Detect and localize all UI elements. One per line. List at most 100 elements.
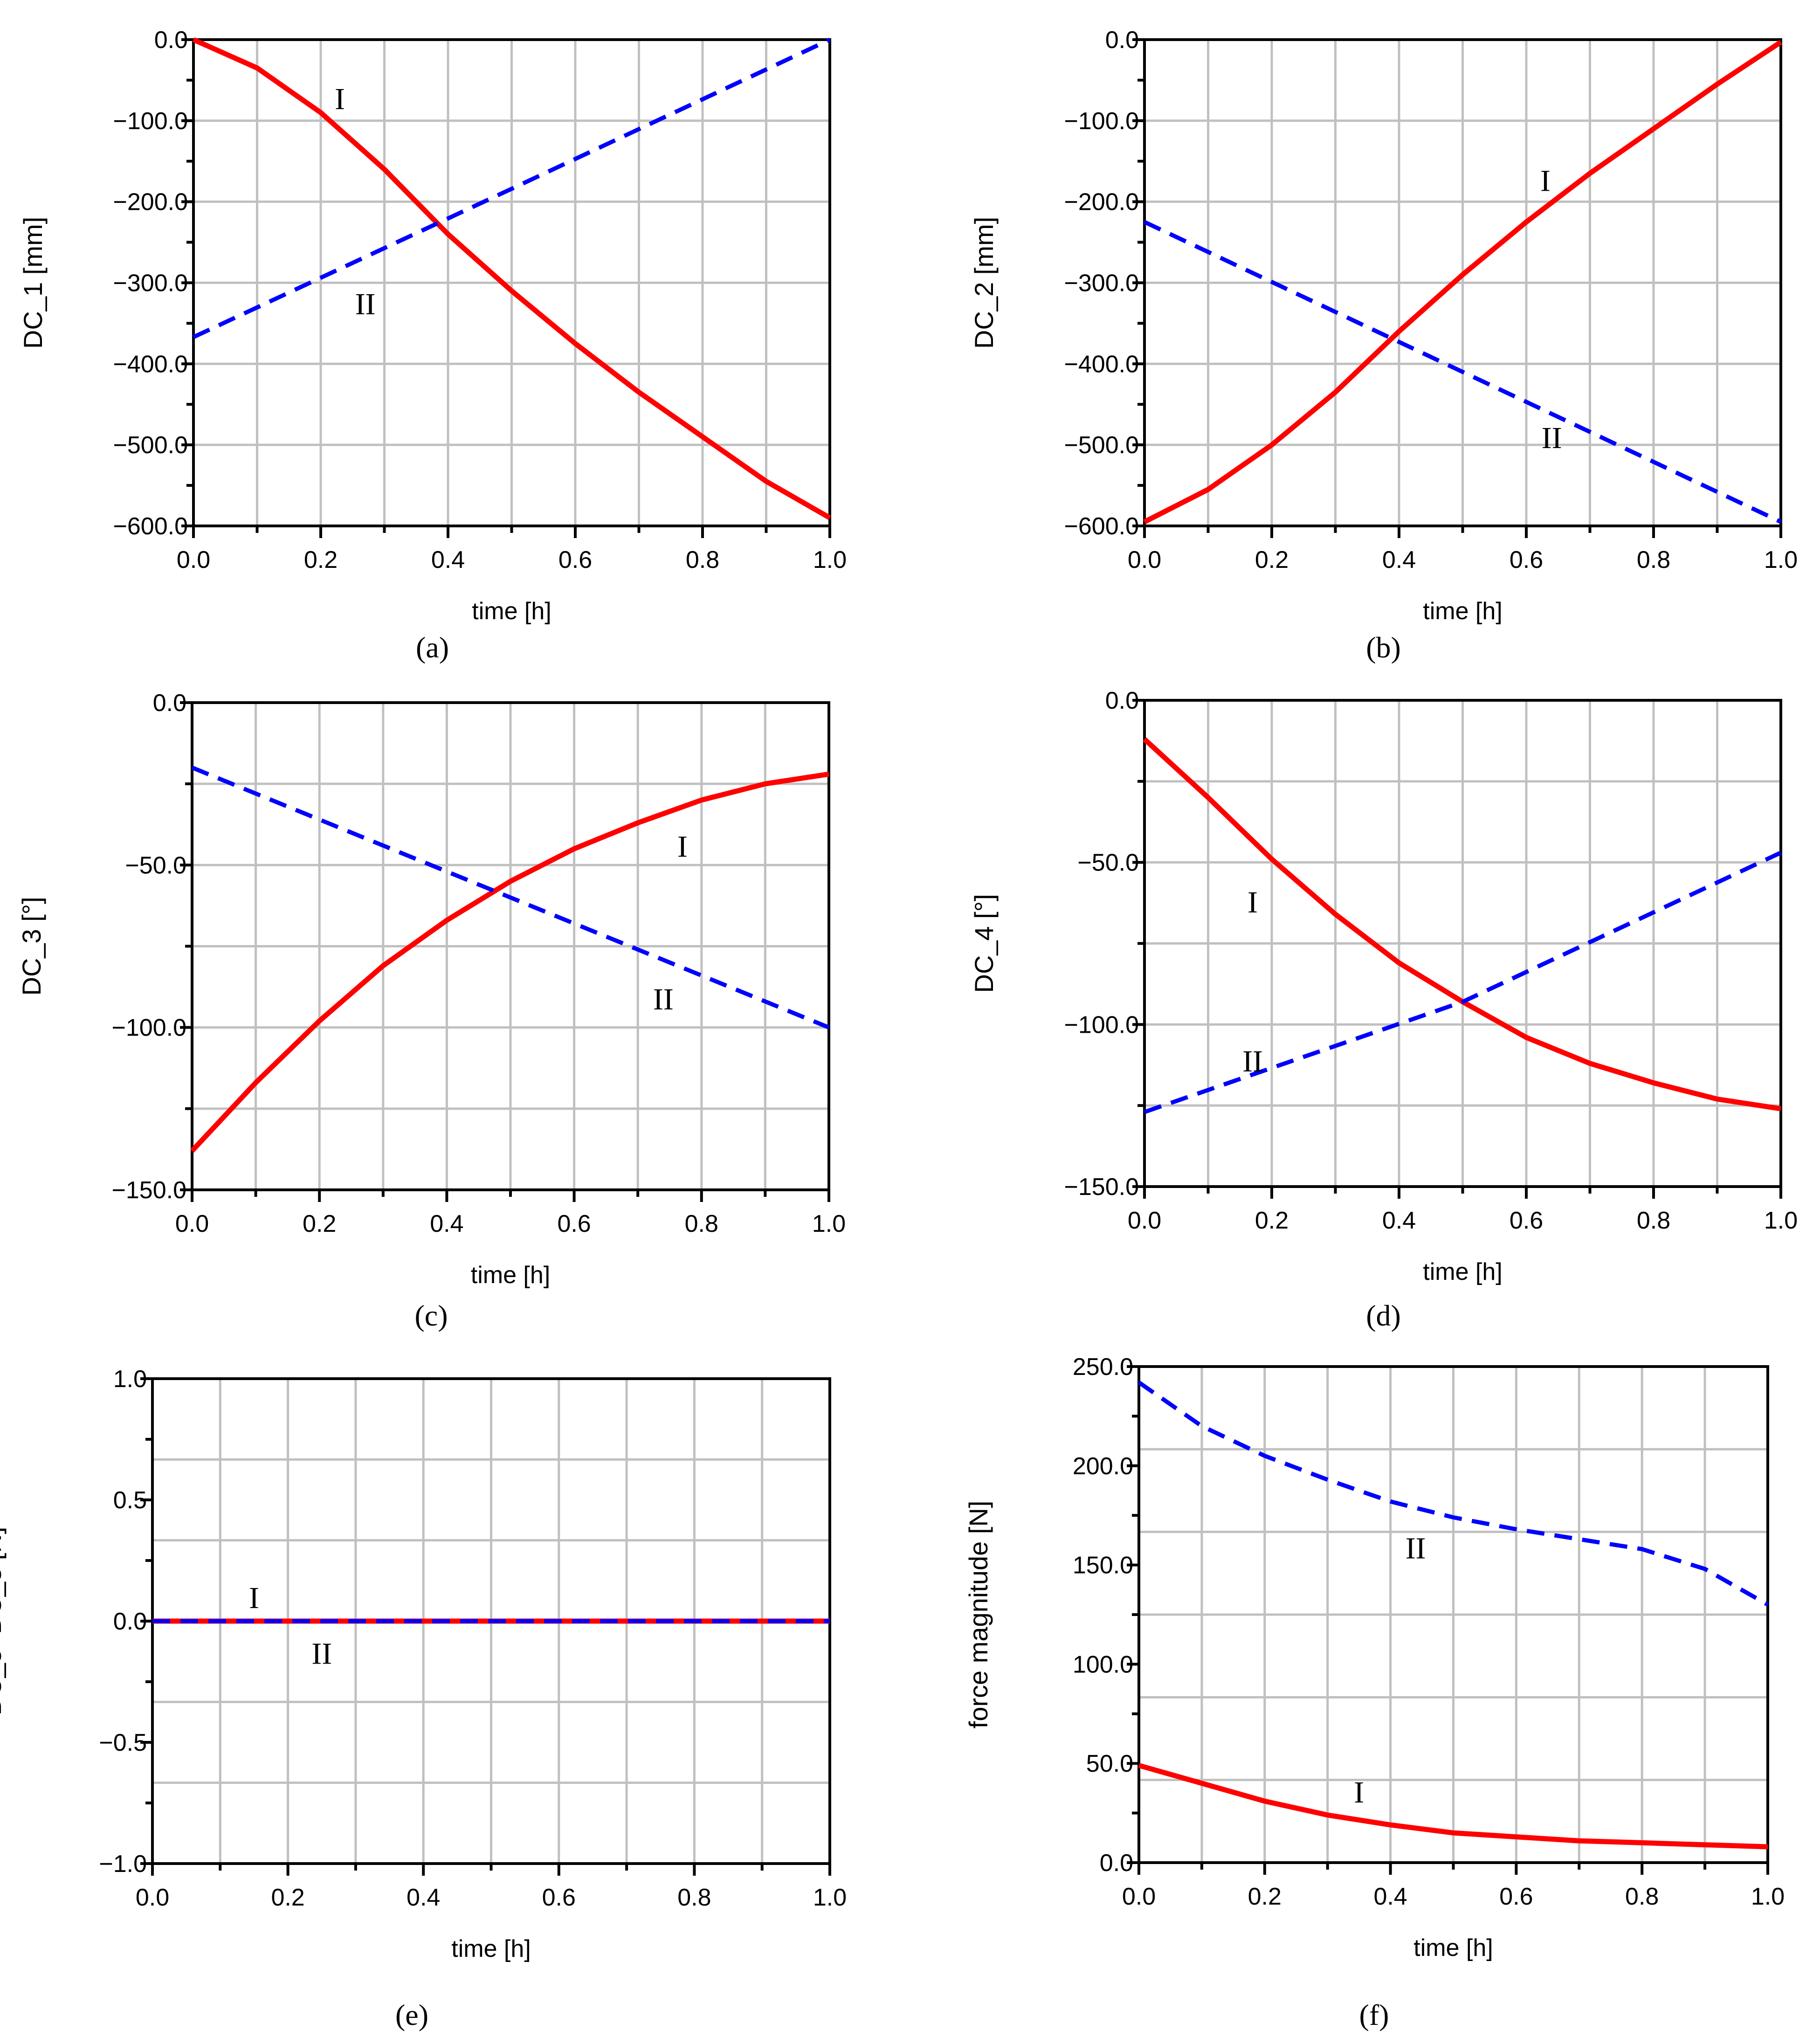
y-tick-label: 0.0 xyxy=(1100,1850,1133,1877)
y-axis-label: force magnitude [N] xyxy=(964,1501,993,1729)
series-line-i-solid xyxy=(190,771,829,1153)
y-tick-label: −300.0 xyxy=(1064,270,1139,297)
x-tick-label: 0.2 xyxy=(303,1210,336,1237)
x-tick-label: 0.6 xyxy=(1499,1883,1533,1910)
y-tick-label: 0.0 xyxy=(153,690,186,717)
x-tick-label: 1.0 xyxy=(813,546,847,573)
x-axis-label: time [h] xyxy=(472,598,551,625)
x-tick-label: 0.6 xyxy=(542,1884,576,1911)
x-tick-label: 0.6 xyxy=(558,546,592,573)
x-tick-label: 0.0 xyxy=(175,1210,209,1237)
y-tick-label: 200.0 xyxy=(1073,1453,1133,1480)
x-tick-label: 0.2 xyxy=(1255,546,1289,573)
x-axis-label: time [h] xyxy=(1423,1258,1503,1285)
panel-caption: (c) xyxy=(414,1299,448,1332)
y-tick-label: −400.0 xyxy=(1064,351,1139,378)
x-tick-label: 0.2 xyxy=(1248,1883,1282,1910)
x-tick-label: 1.0 xyxy=(1764,1207,1798,1234)
y-axis-label: DC_5–DC_8 [N] xyxy=(0,1527,7,1716)
x-tick-label: 0.0 xyxy=(1122,1883,1156,1910)
panel-caption: (e) xyxy=(395,1998,428,2031)
y-axis-label: DC_3 [°] xyxy=(17,897,46,995)
x-tick-label: 0.0 xyxy=(1128,546,1161,573)
curve-label-ii: II xyxy=(355,287,376,321)
y-tick-label: 0.0 xyxy=(1105,27,1139,54)
chart-panel-c: 0.0 0.2 0.4 0.6 0.8 1.0 0.0 −50.0 −100.0 −150.0 ti… xyxy=(17,690,846,1332)
curve-label-ii: II xyxy=(311,1637,332,1671)
chart-panel-b: 0.0 0.2 0.4 0.6 0.8 1.0 0.0 −100.0 −200.0 −300.0 −… xyxy=(969,27,1798,664)
x-tick-label: 0.6 xyxy=(1510,1207,1543,1234)
y-tick-label: 50.0 xyxy=(1086,1750,1133,1777)
series-line-ii-dashed xyxy=(191,766,830,1029)
chart-panel-e: 0.0 0.2 0.4 0.6 0.8 1.0 1.0 0.5 0.0 −0.5 −1.0 time … xyxy=(0,1366,847,2031)
series-line-ii-dashed xyxy=(1144,850,1782,1114)
y-tick-label: −200.0 xyxy=(1064,189,1139,216)
y-tick-label: 0.0 xyxy=(154,27,188,54)
y-tick-label: 1.0 xyxy=(113,1366,147,1393)
series-line-i-solid xyxy=(192,37,831,520)
x-tick-label: 0.2 xyxy=(1255,1207,1289,1234)
y-tick-label: 0.0 xyxy=(1105,687,1139,714)
y-tick-label: −1.0 xyxy=(99,1851,147,1878)
x-tick-label: 0.8 xyxy=(1637,1207,1670,1234)
y-tick-label: 250.0 xyxy=(1073,1353,1133,1381)
x-tick-label: 1.0 xyxy=(813,1884,847,1911)
x-tick-label: 0.0 xyxy=(136,1884,169,1911)
x-tick-label: 0.4 xyxy=(1382,1207,1416,1234)
y-tick-label: −0.5 xyxy=(99,1729,147,1756)
curve-label-i: I xyxy=(335,82,345,116)
x-tick-label: 0.2 xyxy=(304,546,338,573)
x-tick-label: 0.4 xyxy=(430,1210,463,1237)
x-tick-label: 0.6 xyxy=(1510,546,1543,573)
series-line-i-solid xyxy=(1143,40,1783,525)
curve-label-i: I xyxy=(1540,164,1551,198)
x-tick-label: 0.8 xyxy=(686,546,719,573)
x-tick-label: 0.4 xyxy=(431,546,465,573)
series-line-i-solid xyxy=(1138,1763,1768,1850)
y-tick-label: −100.0 xyxy=(1064,108,1139,135)
y-tick-label: −300.0 xyxy=(113,270,188,297)
y-tick-label: −400.0 xyxy=(113,351,188,378)
y-tick-label: −500.0 xyxy=(1064,432,1139,459)
x-tick-label: 0.8 xyxy=(1625,1883,1659,1910)
x-tick-label: 1.0 xyxy=(1764,546,1798,573)
chart-panel-f: 0.0 0.2 0.4 0.6 0.8 1.0 250.0 200.0 150.0 100.0 50… xyxy=(964,1353,1785,2031)
y-tick-label: −50.0 xyxy=(125,852,186,879)
y-tick-label: −100.0 xyxy=(113,108,188,135)
y-tick-label: 150.0 xyxy=(1073,1552,1133,1579)
y-axis-label: DC_1 [mm] xyxy=(18,217,48,349)
y-axis-label: DC_2 [mm] xyxy=(969,217,999,349)
x-tick-label: 0.4 xyxy=(1373,1883,1407,1910)
y-axis-label: DC_4 [°] xyxy=(969,894,999,993)
y-tick-label: −600.0 xyxy=(113,513,188,540)
panel-caption: (f) xyxy=(1359,1998,1389,2031)
curve-label-i: I xyxy=(1248,885,1258,919)
series-line-ii-dashed xyxy=(193,37,831,339)
series-line-ii-dashed xyxy=(1144,220,1782,524)
x-tick-label: 0.8 xyxy=(1637,546,1670,573)
panel-caption: (b) xyxy=(1366,631,1401,664)
y-tick-label: −500.0 xyxy=(113,432,188,459)
y-tick-label: −150.0 xyxy=(112,1177,187,1204)
curve-label-i: I xyxy=(249,1581,259,1615)
y-tick-label: 0.0 xyxy=(113,1608,147,1635)
y-tick-label: −150.0 xyxy=(1064,1174,1139,1201)
curve-label-i: I xyxy=(1354,1775,1364,1809)
y-tick-label: 100.0 xyxy=(1073,1651,1133,1678)
y-tick-label: −50.0 xyxy=(1077,849,1139,877)
y-tick-label: −100.0 xyxy=(1064,1011,1139,1038)
x-tick-label: 0.0 xyxy=(1128,1207,1161,1234)
x-tick-label: 1.0 xyxy=(1751,1883,1785,1910)
x-tick-label: 0.8 xyxy=(677,1884,711,1911)
y-tick-label: −100.0 xyxy=(112,1015,187,1042)
curve-label-ii: II xyxy=(1242,1044,1263,1078)
x-tick-label: 0.4 xyxy=(1382,546,1416,573)
x-axis-label: time [h] xyxy=(1413,1934,1493,1961)
x-tick-label: 1.0 xyxy=(812,1210,846,1237)
x-axis-label: time [h] xyxy=(451,1935,531,1962)
x-tick-label: 0.6 xyxy=(557,1210,591,1237)
y-tick-label: −200.0 xyxy=(113,189,188,216)
x-tick-label: 0.8 xyxy=(685,1210,718,1237)
curve-label-ii: II xyxy=(653,982,674,1016)
